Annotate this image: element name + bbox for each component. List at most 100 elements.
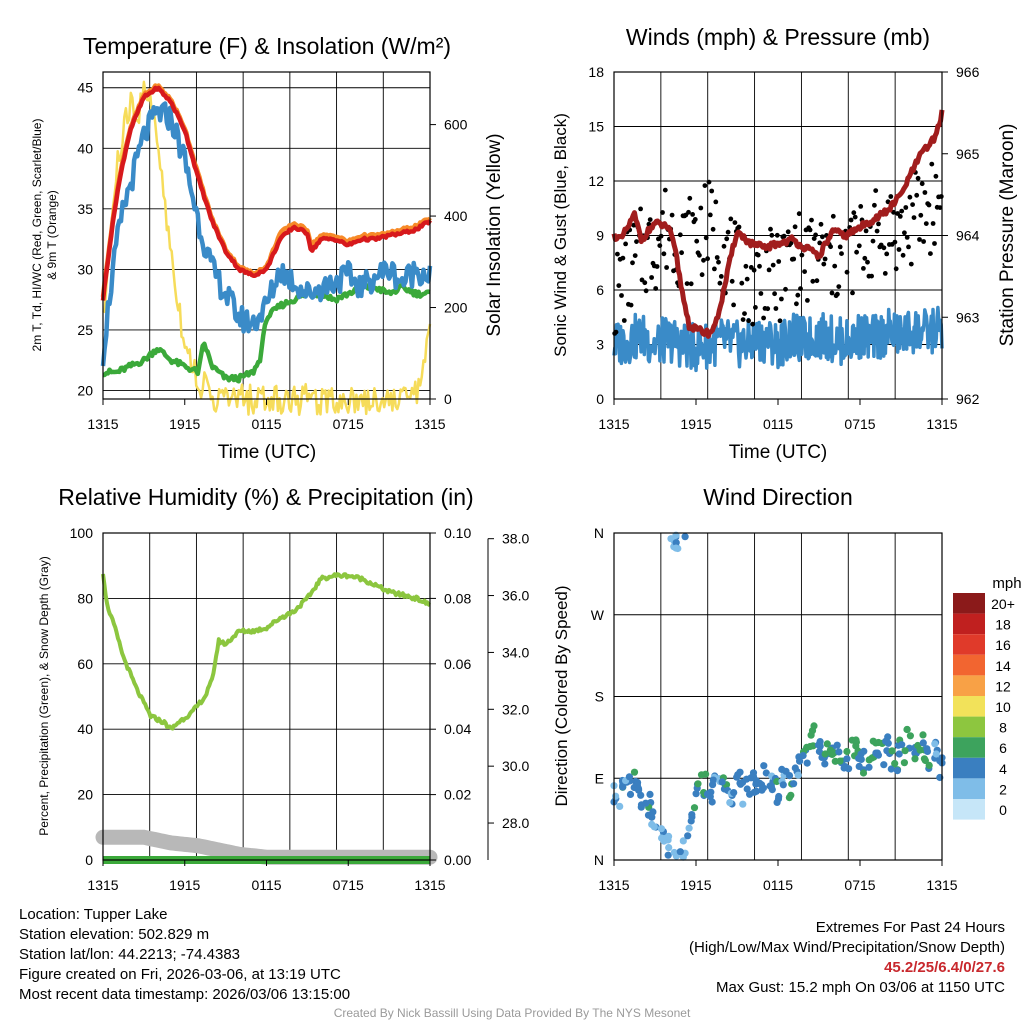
gust-point (746, 318, 751, 324)
direction-point (903, 725, 911, 734)
winds-series (611, 109, 945, 373)
gust-point (717, 280, 723, 286)
gust-point (684, 281, 690, 286)
gust-point (777, 318, 783, 324)
precip-axis-tick-label: 0.10 (444, 525, 471, 541)
gust-point (694, 238, 700, 244)
direction-point (911, 755, 919, 763)
gust-point (830, 213, 836, 219)
gust-point (773, 306, 779, 311)
gust-point (739, 280, 745, 286)
direction-point (626, 790, 635, 799)
legend-label: 4 (999, 761, 1007, 777)
gust-point (776, 259, 782, 264)
direction-point (676, 848, 684, 856)
y-tick-label: E (595, 770, 604, 786)
snow-axis-tick-label: 34.0 (502, 644, 529, 660)
x-tick-label: 0715 (844, 416, 875, 432)
y-tick-label: S (595, 689, 604, 705)
gust-point (628, 302, 634, 308)
precip-axis-tick-label: 0.00 (444, 852, 471, 868)
direction-point (925, 761, 933, 770)
direction-point (895, 750, 903, 758)
gust-point (616, 283, 622, 288)
x-tick-label: 1915 (169, 877, 200, 893)
gust-point (917, 237, 922, 242)
gust-point (869, 273, 874, 279)
gust-point (642, 280, 648, 286)
x-tick-label: 0115 (251, 416, 281, 432)
gust-point (874, 228, 880, 234)
gust-point (930, 221, 936, 226)
gust-point (805, 298, 810, 303)
gust-point (888, 194, 894, 199)
gust-point (902, 230, 907, 236)
gust-point (620, 255, 626, 261)
gust-point (937, 205, 943, 211)
gust-point (844, 269, 850, 275)
gust-point (766, 267, 772, 273)
direction-point (766, 782, 774, 790)
y-tick-label: 60 (77, 656, 93, 672)
legend-label: 14 (995, 658, 1011, 674)
direction-point (779, 781, 787, 789)
legend-swatch (953, 696, 985, 717)
gust-point (658, 233, 664, 239)
pressure-axis-tick-label: 962 (956, 391, 980, 407)
x-tick-label: 0715 (333, 877, 364, 893)
direction-point (730, 789, 738, 797)
gust-point (820, 234, 825, 240)
x-tick-label: 1315 (414, 877, 445, 893)
gust-point (621, 318, 627, 323)
series-line-solar-insolation (102, 80, 432, 417)
direction-point (787, 791, 795, 799)
y-tick-label: W (591, 607, 605, 623)
pressure-axis-tick-label: 965 (956, 146, 980, 162)
gust-point (910, 202, 915, 208)
gust-point (791, 256, 797, 262)
precip-axis-tick-label: 0.06 (444, 656, 471, 672)
gust-point (753, 305, 758, 310)
direction-point (665, 844, 673, 852)
x-tick-label: 1315 (926, 877, 957, 893)
gust-point (792, 224, 798, 230)
y-tick-label: 80 (77, 590, 93, 606)
direction-point (790, 780, 798, 788)
legend-swatch (953, 737, 985, 758)
gust-point (751, 267, 757, 273)
direction-point (630, 768, 639, 776)
created-text: Figure created on Fri, 2026-03-06, at 13… (19, 966, 341, 983)
series-line-2m-t (100, 85, 432, 301)
x-tick-label: 0115 (763, 416, 793, 432)
direction-point (672, 544, 680, 552)
gust-point (718, 274, 724, 279)
direction-point (736, 768, 744, 776)
direction-point (799, 752, 807, 760)
direction-point (803, 759, 811, 767)
gust-point (870, 238, 876, 244)
winds-right-axis-label: Station Pressure (Maroon) (997, 124, 1018, 347)
gust-point (852, 214, 858, 220)
gust-point (829, 290, 835, 296)
gust-point (906, 244, 911, 250)
gust-point (796, 211, 802, 217)
gust-point (933, 173, 939, 179)
direction-point (762, 769, 770, 777)
gust-point (921, 239, 926, 244)
gust-point (854, 249, 859, 255)
gust-point (669, 212, 675, 218)
legend-label: 20+ (991, 596, 1015, 612)
gust-point (839, 251, 844, 256)
gust-point (647, 217, 653, 223)
gust-point (837, 244, 843, 250)
gust-point (743, 263, 749, 269)
gust-point (623, 241, 628, 247)
gust-point (761, 315, 766, 321)
gust-point (706, 179, 712, 185)
y-tick-label: 35 (77, 201, 93, 217)
direction-point (880, 761, 888, 769)
gust-point (896, 247, 902, 252)
gust-point (908, 261, 914, 267)
insolation-axis-tick-label: 0 (444, 391, 452, 407)
gust-point (904, 235, 910, 240)
